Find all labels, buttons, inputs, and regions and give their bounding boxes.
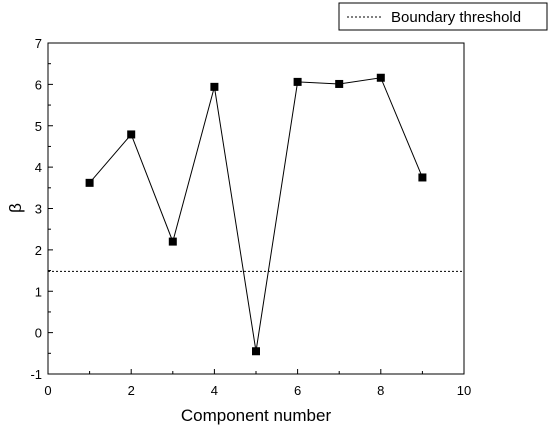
data-point [127, 130, 136, 139]
legend: Boundary threshold [338, 2, 548, 31]
y-tick-label: 0 [35, 326, 42, 341]
x-tick-label: 8 [377, 383, 384, 398]
y-axis: -1 0 1 2 3 4 5 6 7 [30, 36, 53, 382]
data-point [85, 178, 94, 187]
x-tick-label: 10 [457, 383, 471, 398]
x-axis-title: Component number [181, 406, 332, 425]
y-tick-label: 1 [35, 284, 42, 299]
y-tick-label: 6 [35, 77, 42, 92]
y-tick-label: 4 [35, 160, 42, 175]
plot-frame [47, 42, 465, 375]
data-point [168, 237, 177, 246]
x-axis: 0 2 4 6 8 10 [44, 369, 471, 398]
y-tick-label: 7 [35, 36, 42, 51]
legend-label-boundary-threshold: Boundary threshold [391, 9, 521, 26]
y-tick-label: 3 [35, 202, 42, 217]
data-point [210, 82, 219, 91]
x-tick-label: 4 [211, 383, 218, 398]
series-line [89, 77, 423, 352]
data-point [335, 79, 344, 88]
data-point [293, 77, 302, 86]
data-point [252, 347, 260, 356]
y-axis-title: β [6, 203, 25, 213]
legend-box [338, 2, 548, 31]
x-tick-label: 6 [294, 383, 301, 398]
y-tick-label: -1 [30, 367, 42, 382]
data-point [418, 173, 427, 182]
plot-area [48, 73, 464, 356]
data-point [376, 73, 385, 82]
x-tick-label: 0 [44, 383, 51, 398]
x-tick-label: 2 [128, 383, 135, 398]
y-tick-label: 2 [35, 243, 42, 258]
y-tick-label: 5 [35, 119, 42, 134]
